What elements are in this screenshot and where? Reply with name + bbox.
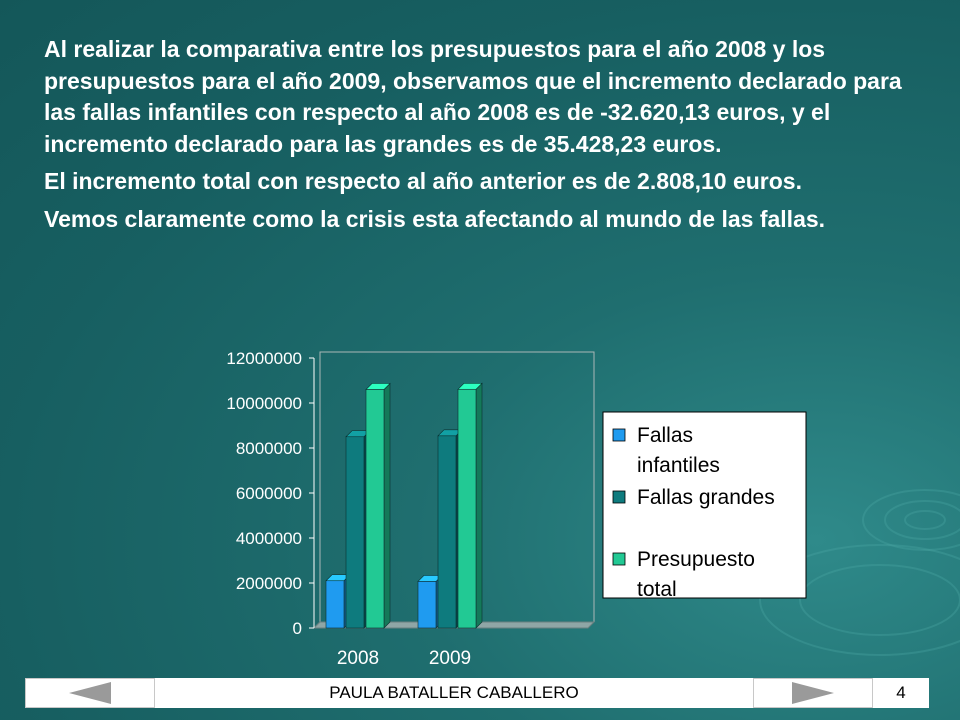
bar-fallas-grandes-2008 bbox=[345, 436, 365, 629]
chart-legend bbox=[602, 411, 807, 599]
footer-author: PAULA BATALLER CABALLERO bbox=[155, 678, 753, 708]
bar-fallas-infantiles-2009 bbox=[417, 581, 437, 629]
legend-label: Fallas infantiles bbox=[637, 424, 720, 477]
y-tick-label: 10000000 bbox=[226, 394, 302, 413]
bar-side bbox=[383, 382, 391, 629]
description-text: Al realizar la comparativa entre los pre… bbox=[44, 34, 914, 241]
x-tick-label: 2008 bbox=[337, 648, 379, 669]
legend-label: Fallas grandes bbox=[637, 486, 775, 509]
arrow-left-icon bbox=[69, 682, 111, 704]
paragraph-conclusion: Vemos claramente como la crisis esta afe… bbox=[44, 205, 826, 232]
y-tick-label: 4000000 bbox=[236, 529, 302, 548]
paragraph-comparison: Al realizar la comparativa entre los pre… bbox=[44, 36, 902, 157]
y-tick-label: 12000000 bbox=[226, 349, 302, 368]
bar-side bbox=[475, 382, 483, 629]
bar-fallas-infantiles-2008 bbox=[325, 580, 345, 629]
y-tick-label: 6000000 bbox=[236, 484, 302, 503]
legend-swatch-fallas-grandes bbox=[612, 490, 626, 504]
legend-swatch-presupuesto-total bbox=[612, 552, 626, 566]
bar-presupuesto-total-2008 bbox=[365, 389, 385, 629]
next-slide-button[interactable] bbox=[753, 678, 873, 708]
page-number: 4 bbox=[873, 678, 929, 708]
bar-presupuesto-total-2009 bbox=[457, 388, 477, 629]
y-tick-label: 8000000 bbox=[236, 439, 302, 458]
x-tick-label: 2009 bbox=[429, 648, 471, 669]
y-tick-label: 2000000 bbox=[236, 574, 302, 593]
paragraph-total: El incremento total con respecto al año … bbox=[44, 168, 802, 194]
arrow-right-icon bbox=[792, 682, 834, 704]
previous-slide-button[interactable] bbox=[25, 678, 155, 708]
bar-fallas-grandes-2009 bbox=[437, 435, 457, 629]
legend-label: Presupuesto total bbox=[637, 548, 755, 601]
budget-bar-chart: 0 2000000 4000000 6000000 8000000 10000000 120… bbox=[226, 349, 807, 669]
y-tick-label: 0 bbox=[293, 619, 302, 638]
legend-swatch-fallas-infantiles bbox=[612, 428, 626, 442]
